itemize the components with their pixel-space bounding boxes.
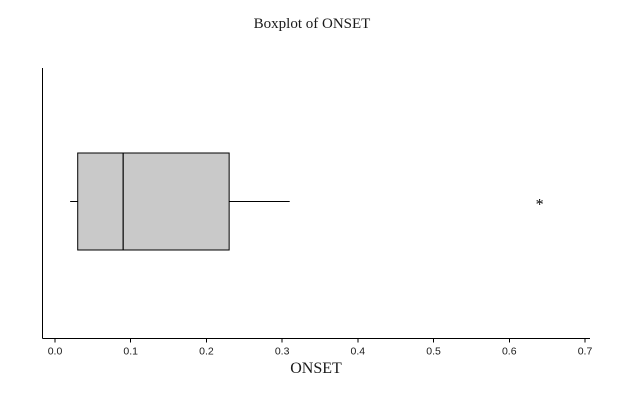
- chart-title: Boxplot of ONSET: [253, 16, 371, 32]
- outlier-marker: *: [536, 197, 544, 214]
- x-tick-label: 0.0: [48, 346, 63, 358]
- x-tick-label: 0.4: [351, 346, 366, 358]
- x-tick-label: 0.5: [426, 346, 441, 358]
- x-tick-label: 0.3: [275, 346, 290, 358]
- x-tick-label: 0.1: [123, 346, 138, 358]
- x-tick-label: 0.2: [199, 346, 214, 358]
- x-tick-label: 0.7: [578, 346, 593, 358]
- iqr-box: [77, 152, 230, 251]
- x-axis-label: ONSET: [290, 360, 342, 377]
- x-tick-label: 0.6: [502, 346, 517, 358]
